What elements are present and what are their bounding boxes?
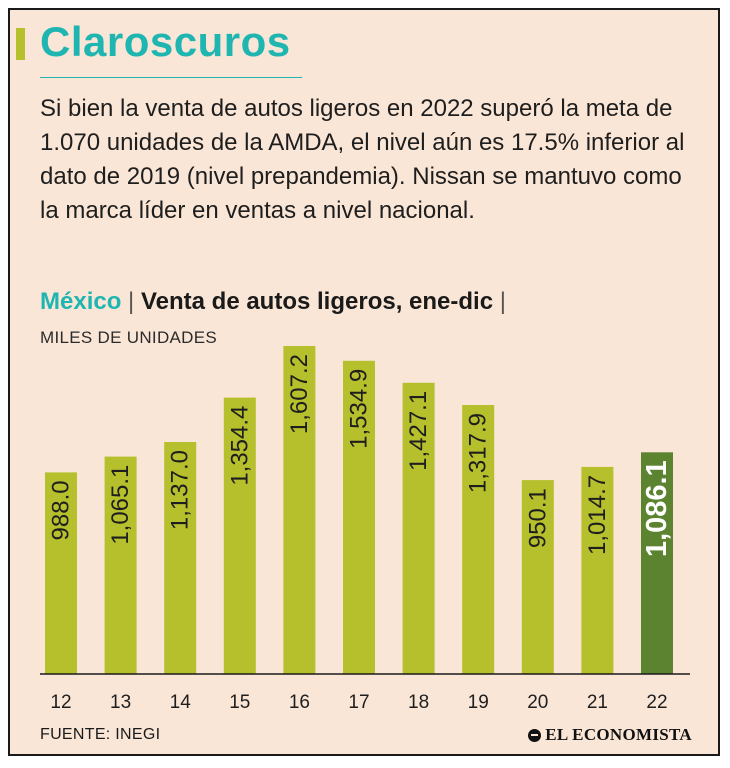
bar-value-label-14: 1,137.0 [167, 450, 194, 530]
x-tick-label-17: 17 [348, 692, 369, 713]
title-underline [40, 77, 302, 78]
bar-chart: 988.0 12 1,065.1 13 1,137.0 14 1,354.4 15 1,607.… [40, 346, 690, 713]
infographic-card: Claroscuros Si bien la venta de autos li… [8, 8, 720, 756]
brand-name: EL ECONOMISTA [545, 725, 692, 744]
bar-value-label-17: 1,534.9 [346, 369, 373, 449]
x-tick-label-14: 14 [170, 692, 192, 713]
title-accent-bar [16, 28, 25, 60]
chart-title-text: Venta de autos ligeros, ene-dic [140, 288, 494, 315]
x-tick-label-18: 18 [408, 692, 429, 713]
bar-value-label-20: 950.1 [524, 488, 551, 548]
chart-title-separator: | [128, 288, 135, 315]
bar-15 [223, 397, 256, 674]
bar-13 [104, 456, 137, 674]
x-tick-label-16: 16 [289, 692, 310, 713]
x-tick-label-21: 21 [587, 692, 608, 713]
unit-label: MILES DE UNIDADES [40, 328, 218, 347]
bar-22 [641, 452, 673, 674]
description-text: Si bien la venta de autos ligeros en 202… [40, 95, 685, 224]
bar-value-label-18: 1,427.1 [405, 391, 432, 471]
bar-20 [521, 480, 554, 674]
bar-17 [343, 360, 375, 674]
bar-value-label-12: 988.0 [48, 480, 75, 540]
chart-title: México | Venta de autos ligeros, ene-dic… [40, 288, 506, 316]
bar-value-label-16: 1,607.2 [286, 354, 313, 434]
brand-logo: EL ECONOMISTA [528, 725, 692, 745]
page-title: Claroscuros [40, 18, 291, 65]
x-tick-label-15: 15 [229, 692, 250, 713]
source-note: FUENTE: INEGI [40, 726, 161, 743]
chart-title-trailing-separator: | [499, 288, 506, 315]
chart-title-country: México [40, 288, 122, 315]
bar-19 [462, 405, 495, 674]
x-tick-label-12: 12 [50, 692, 71, 713]
bar-value-label-21: 1,014.7 [584, 475, 611, 555]
bar-value-label-13: 1,065.1 [107, 465, 134, 545]
x-tick-label-19: 19 [468, 692, 489, 713]
bar-14 [164, 442, 197, 674]
x-tick-label-13: 13 [110, 692, 131, 713]
bar-16 [283, 346, 316, 674]
bar-value-label-22: 1,086.1 [641, 460, 673, 557]
x-tick-label-20: 20 [527, 692, 548, 713]
brand-icon [528, 728, 542, 742]
bar-12 [45, 472, 77, 674]
bar-21 [581, 466, 614, 674]
bar-18 [402, 382, 435, 674]
x-tick-label-22: 22 [646, 692, 667, 713]
bar-value-label-15: 1,354.4 [226, 406, 253, 486]
bar-value-label-19: 1,317.9 [465, 413, 492, 493]
